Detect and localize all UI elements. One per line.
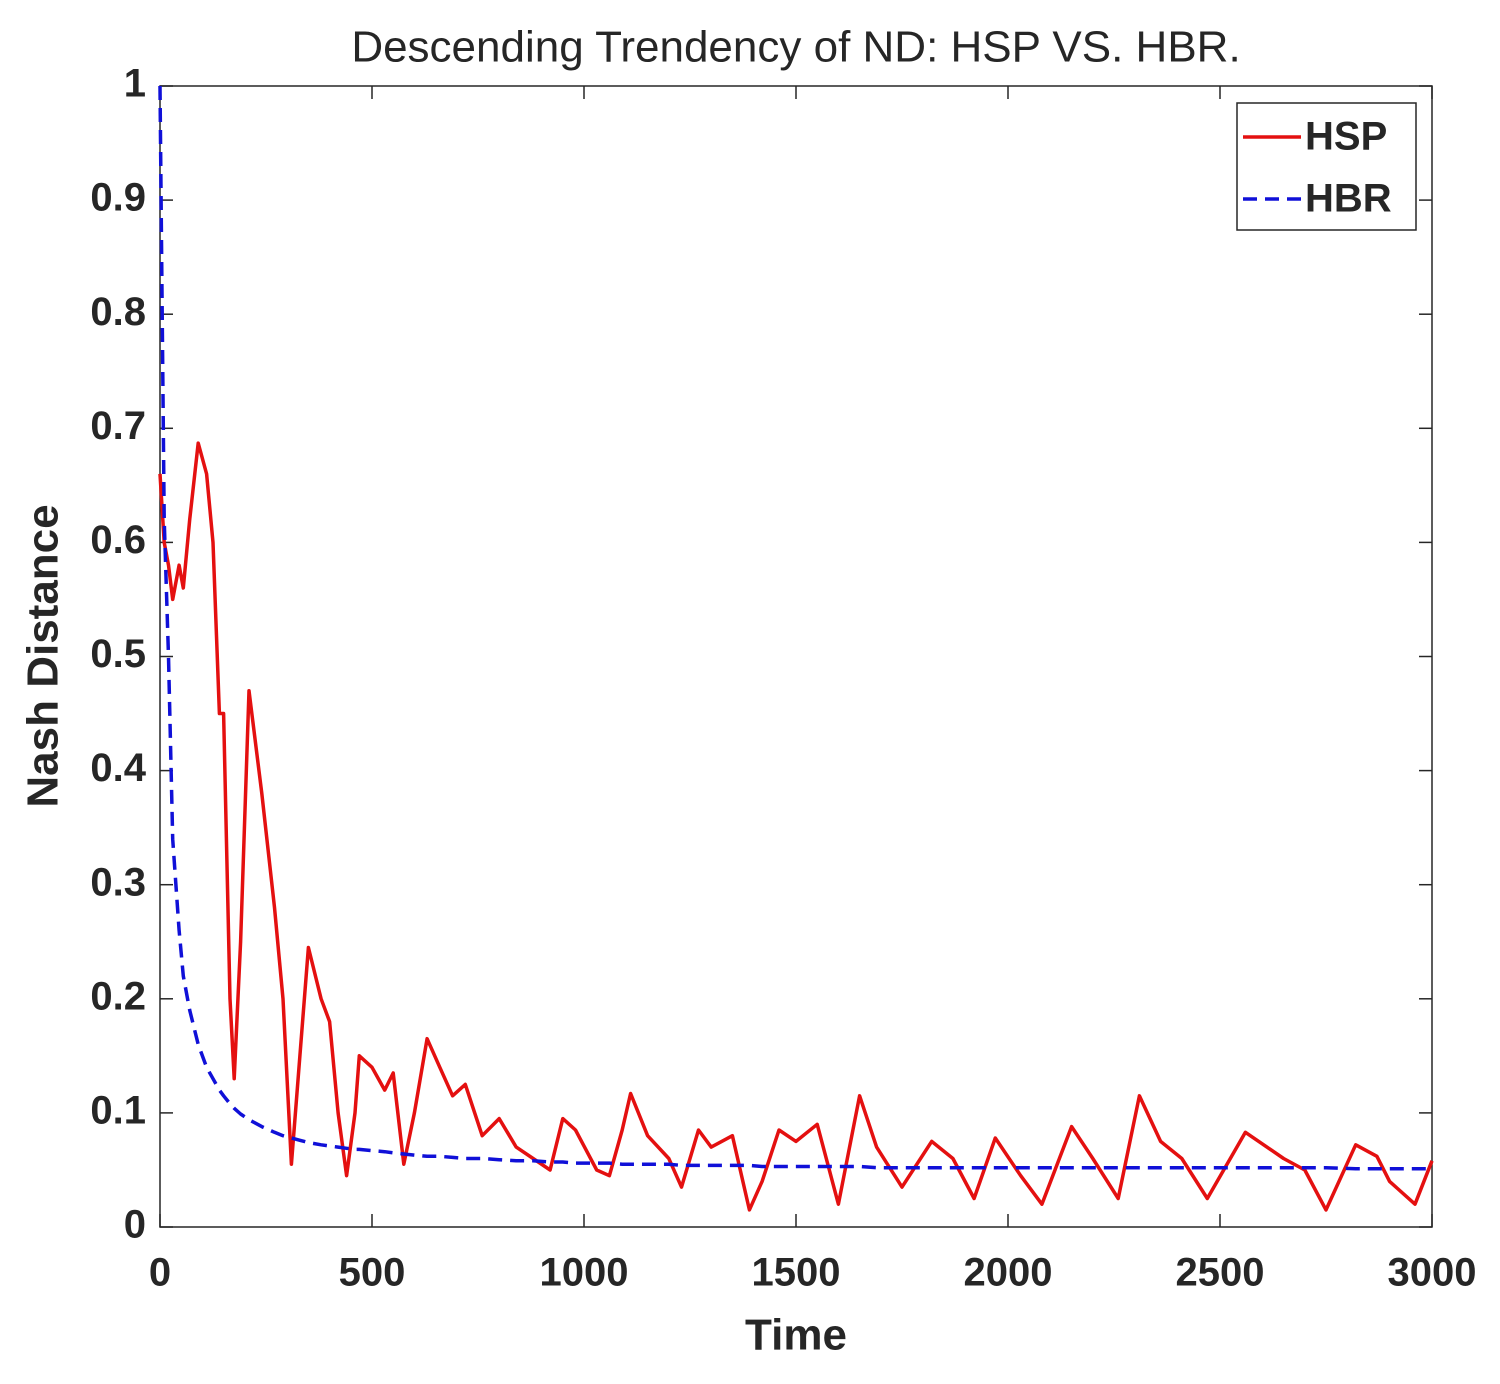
series-line [158, 441, 1434, 1212]
x-tick-label: 500 [339, 1251, 406, 1295]
y-tick-label: 0.9 [90, 176, 146, 220]
y-tick-label: 0.5 [90, 632, 146, 676]
y-tick-label: 0.1 [90, 1088, 146, 1132]
x-axis-label: Time [745, 1311, 847, 1360]
x-tick-label: 1000 [540, 1251, 629, 1295]
series-line [158, 85, 1432, 1171]
y-tick-label: 0.3 [90, 860, 146, 904]
y-tick-label: 0.7 [90, 404, 146, 448]
y-tick-label: 0.2 [90, 974, 146, 1018]
x-tick-label: 0 [149, 1251, 171, 1295]
x-tick-label: 2500 [1176, 1251, 1265, 1295]
legend-label: HSP [1305, 115, 1387, 159]
x-tick-label: 2000 [964, 1251, 1053, 1295]
y-axis-label: Nash Distance [19, 504, 68, 807]
y-tick-label: 0.4 [90, 746, 146, 790]
legend-label: HBR [1305, 177, 1392, 221]
y-tick-label: 1 [124, 62, 146, 106]
y-tick-label: 0.8 [90, 290, 146, 334]
chart-title: Descending Trendency of ND: HSP VS. HBR. [351, 23, 1240, 72]
legend-box [1236, 102, 1417, 231]
x-tick-label: 1500 [752, 1251, 841, 1295]
x-tick-label: 3000 [1388, 1251, 1477, 1295]
y-tick-label: 0 [124, 1203, 146, 1247]
y-tick-label: 0.6 [90, 518, 146, 562]
plot-frame [159, 85, 1433, 1228]
